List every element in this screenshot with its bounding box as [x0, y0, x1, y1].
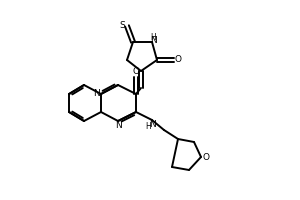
Text: H: H: [146, 122, 152, 131]
Text: O: O: [202, 152, 209, 162]
Text: N: N: [148, 120, 155, 129]
Text: N: N: [94, 90, 100, 98]
Text: N: N: [150, 36, 157, 45]
Text: N: N: [115, 121, 122, 130]
Text: O: O: [133, 68, 140, 76]
Text: H: H: [151, 33, 157, 43]
Text: S: S: [120, 21, 125, 29]
Text: O: O: [175, 55, 182, 64]
